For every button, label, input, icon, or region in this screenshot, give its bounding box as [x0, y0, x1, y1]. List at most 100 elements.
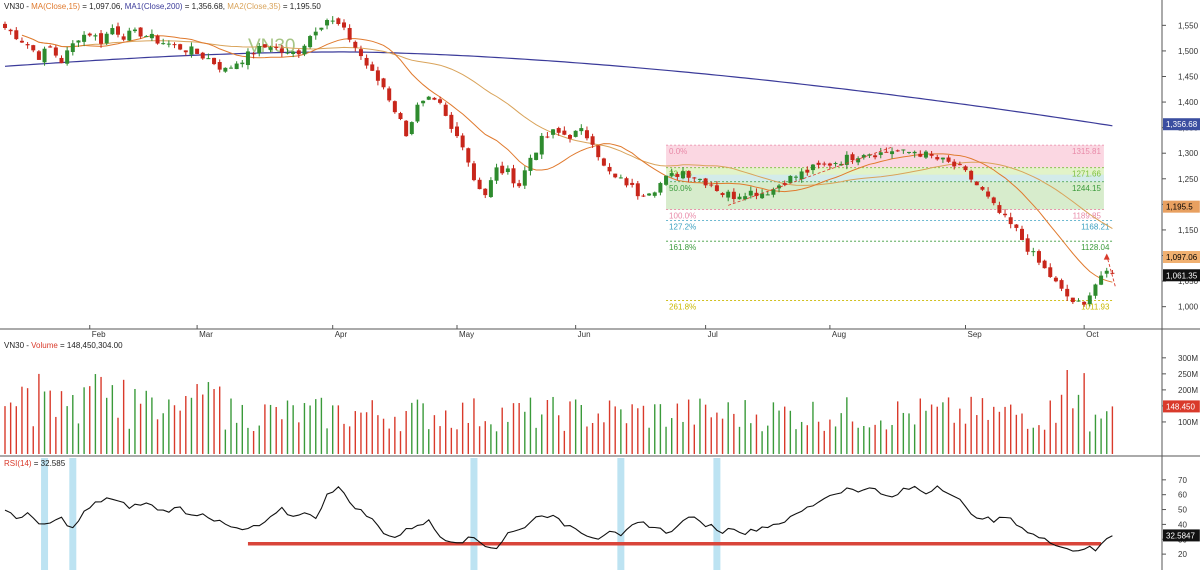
candle-body — [217, 62, 222, 70]
fib-level-label: 23.6% — [669, 170, 692, 179]
fib-level-label: 100.0% — [669, 212, 696, 221]
fib-level-value: 1271.66 — [1072, 170, 1101, 179]
candle-body — [952, 161, 957, 167]
candle-body — [1110, 272, 1115, 274]
fib-level-value: 1168.21 — [1081, 223, 1110, 232]
candle-body — [528, 157, 533, 171]
candle-body — [483, 188, 488, 196]
candle-body — [664, 175, 669, 185]
legend-part: RSI(14) — [4, 459, 32, 468]
candle-body — [375, 70, 380, 81]
candle-body — [799, 171, 804, 180]
candle-body — [901, 149, 906, 151]
volume-panel[interactable] — [4, 370, 1114, 454]
candle-body — [189, 46, 194, 55]
candle-body — [234, 63, 239, 70]
candle-body — [647, 193, 652, 196]
fib-level-value: 1244.15 — [1072, 184, 1101, 193]
price-tick-label: 1,300 — [1178, 149, 1199, 158]
candle-body — [890, 151, 895, 155]
fib-level-label: 127.2% — [669, 223, 696, 232]
candle-body — [48, 46, 53, 48]
fib-level-value: 1011.93 — [1081, 303, 1110, 312]
candle-body — [884, 151, 889, 153]
candle-body — [285, 52, 290, 54]
month-label: Aug — [832, 330, 846, 339]
rsi-highlight — [713, 458, 721, 570]
candle-body — [319, 27, 324, 30]
rsi-panel[interactable] — [4, 458, 1113, 570]
candle-body — [449, 114, 454, 129]
volume-tag: 148.450 — [1166, 402, 1195, 411]
candle-body — [104, 33, 109, 44]
candle-body — [336, 18, 341, 24]
candle-body — [121, 36, 126, 40]
fib-level-label: 50.0% — [669, 184, 692, 193]
candle-body — [1031, 251, 1036, 253]
candle-body — [14, 30, 19, 40]
candle-body — [556, 128, 561, 133]
candle-body — [183, 50, 188, 53]
candle-body — [404, 120, 409, 137]
candle-body — [794, 176, 798, 178]
candle-body — [313, 31, 318, 36]
month-label: Jun — [578, 330, 591, 339]
candle-body — [839, 163, 844, 166]
candle-body — [534, 152, 539, 160]
candle-body — [488, 180, 493, 198]
candle-body — [36, 51, 41, 60]
candle-body — [262, 44, 267, 48]
candle-body — [505, 168, 510, 173]
candle-body — [1087, 295, 1092, 305]
candle-body — [895, 150, 900, 152]
fib-band — [666, 145, 1104, 168]
candle-body — [1003, 213, 1008, 216]
candle-body — [206, 58, 211, 60]
candle-body — [42, 48, 47, 63]
fib-level-label: 161.8% — [669, 243, 696, 252]
candle-body — [110, 28, 115, 35]
rsi-plot — [4, 458, 1113, 570]
candle-body — [539, 135, 544, 155]
price-tag-bg — [1163, 251, 1200, 264]
legend-part: MA2(Close,35) — [227, 2, 281, 11]
candle-body — [166, 43, 171, 45]
price-tag-bg — [1163, 200, 1200, 213]
candle-body — [596, 145, 601, 158]
candle-body — [923, 151, 928, 158]
candle-body — [929, 153, 934, 156]
axes: 1,5501,5001,4501,4001,3501,3001,2501,200… — [89, 21, 1200, 559]
candle-body — [460, 135, 465, 148]
price-tag: 1,097.06 — [1166, 253, 1198, 262]
fib-level-value: 1128.04 — [1081, 243, 1110, 252]
rsi-highlight — [470, 458, 478, 570]
candle-body — [25, 44, 30, 46]
candle-body — [426, 96, 431, 100]
trend-arrow-head — [1103, 253, 1110, 260]
rsi-line — [4, 485, 1113, 552]
candle-body — [127, 30, 132, 41]
fib-band — [666, 174, 1104, 182]
volume-legend: VN30 - Volume = 148,450,304.00 — [4, 341, 123, 350]
candle-body — [675, 174, 680, 177]
legend-part: = 1,097.06, — [80, 2, 125, 11]
candle-body — [223, 67, 228, 72]
rsi-tick-label: 40 — [1178, 520, 1187, 529]
candle-body — [455, 126, 459, 137]
ma200-line — [4, 51, 1113, 127]
candle-body — [392, 101, 397, 113]
price-tick-label: 1,250 — [1178, 175, 1199, 184]
candle-body — [155, 35, 160, 44]
rsi-legend: RSI(14) = 32.585 — [4, 459, 66, 468]
candle-body — [980, 187, 985, 190]
candle-body — [760, 193, 765, 199]
candle-body — [212, 57, 217, 65]
candle-body — [827, 163, 832, 166]
price-panel[interactable]: 0.0% 1315.81 23.6% 1271.66 50.0% 1244.15 100.0… — [3, 16, 1116, 312]
candle-body — [782, 183, 787, 185]
candle-body — [816, 162, 821, 165]
candle-body — [82, 34, 87, 42]
candle-body — [737, 196, 742, 200]
candle-body — [991, 197, 996, 204]
